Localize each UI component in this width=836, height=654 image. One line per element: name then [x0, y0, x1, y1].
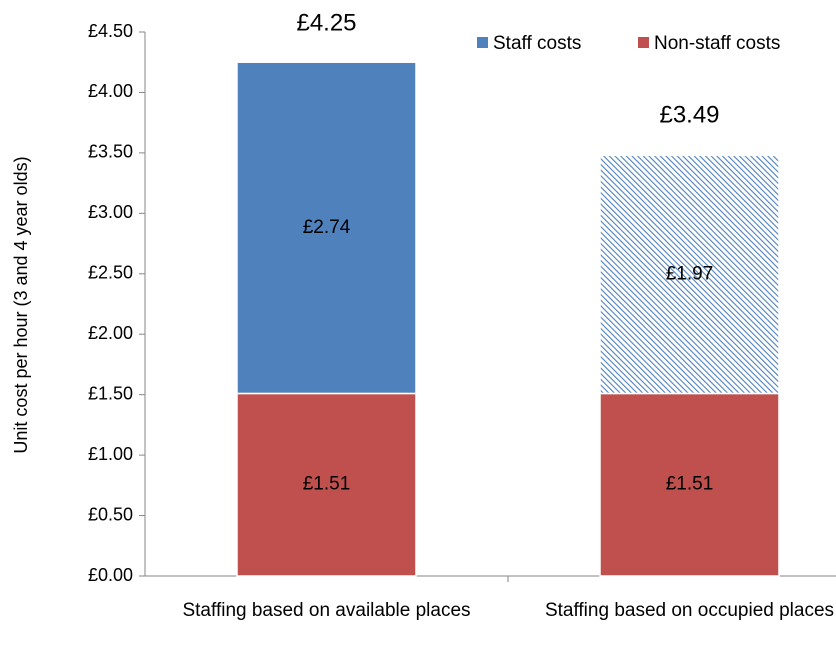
- legend-swatch: [477, 37, 488, 48]
- y-tick-label: £1.00: [88, 444, 133, 464]
- total-label: £4.25: [296, 10, 356, 37]
- x-tick-label: Staffing based on occupied places: [544, 600, 835, 621]
- bar-segment: [236, 61, 417, 395]
- y-tick-label: £2.50: [88, 263, 133, 283]
- y-tick-label: £1.50: [88, 383, 133, 403]
- value-label: £1.51: [303, 474, 351, 495]
- value-label: £1.51: [666, 474, 714, 495]
- y-tick-label: £4.00: [88, 81, 133, 101]
- y-tick-label: £3.00: [88, 202, 133, 222]
- x-tick-label: Staffing based on available places: [182, 600, 471, 621]
- bar-segment: [599, 392, 780, 577]
- bar-segment: [599, 154, 780, 395]
- legend-label: Staff costs: [493, 33, 581, 54]
- y-tick-label: £0.00: [88, 565, 133, 585]
- value-label: £1.97: [666, 263, 714, 284]
- y-tick-label: £0.50: [88, 504, 133, 524]
- legend-label: Non-staff costs: [654, 33, 780, 54]
- total-label: £3.49: [659, 101, 719, 128]
- y-axis-label: Unit cost per hour (3 and 4 year olds): [11, 156, 31, 453]
- legend-swatch: [638, 37, 649, 48]
- y-tick-label: £4.50: [88, 21, 133, 41]
- value-label: £2.74: [303, 217, 351, 238]
- y-tick-label: £2.00: [88, 323, 133, 343]
- bar-segment: [236, 392, 417, 577]
- y-tick-label: £3.50: [88, 142, 133, 162]
